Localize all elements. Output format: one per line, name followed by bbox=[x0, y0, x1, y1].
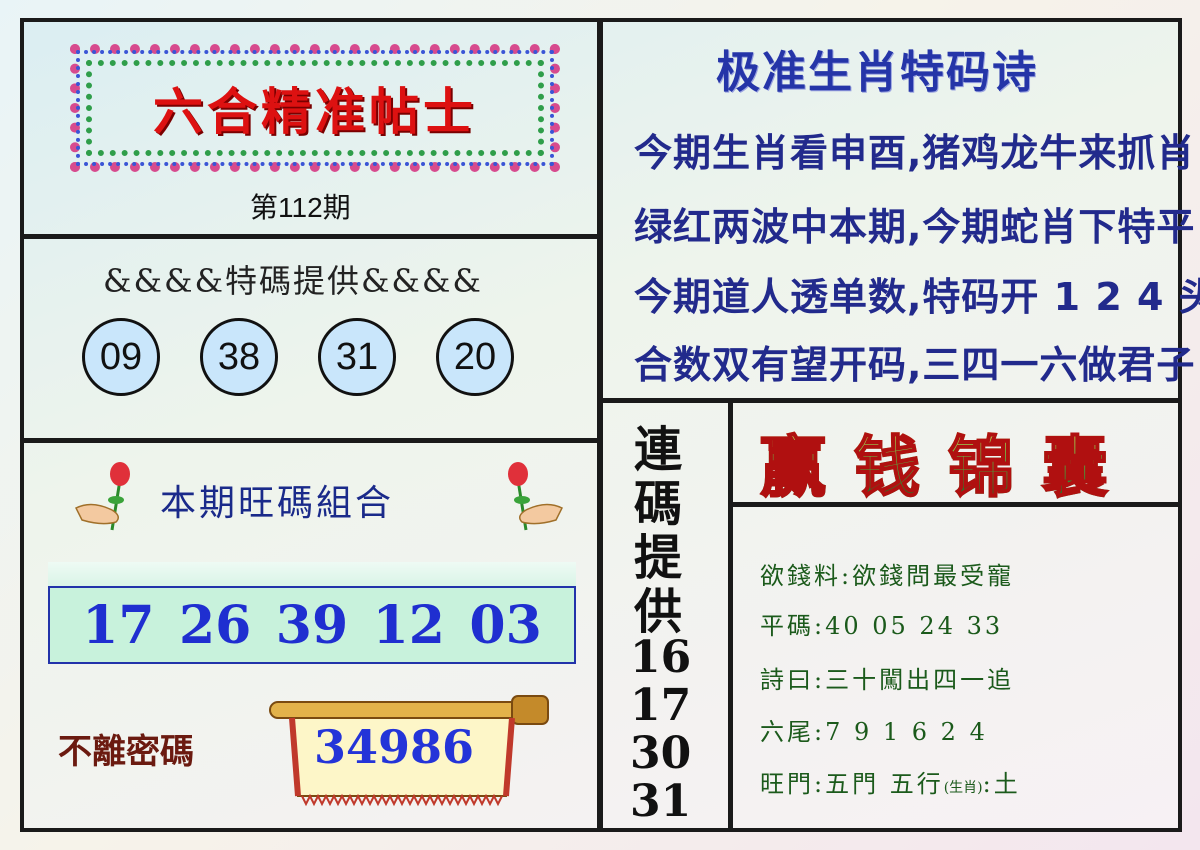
issue-number: 第112期 bbox=[250, 192, 351, 223]
jinnang-wangmen: 旺門:五門 五行 bbox=[760, 770, 944, 798]
lianma-number: 31 bbox=[630, 776, 692, 827]
combo-number: 03 bbox=[469, 594, 542, 656]
divider-right-2 bbox=[730, 502, 1182, 507]
poem-line: 合数双有望开码,三四一六做君子 bbox=[634, 343, 1196, 387]
poem-line: 今期生肖看申酉,猪鸡龙牛来抓肖 bbox=[634, 131, 1196, 175]
lianma-title-char: 提 bbox=[634, 530, 683, 586]
combo-number: 26 bbox=[179, 594, 252, 656]
divider-right-vertical bbox=[728, 398, 733, 832]
combo-number: 17 bbox=[82, 594, 155, 656]
jinnang-title: 赢钱锦囊 bbox=[759, 414, 1136, 510]
poem-line: 绿红两波中本期,今期蛇肖下特平 bbox=[634, 205, 1196, 249]
combo-title: 本期旺碼組合 bbox=[160, 483, 395, 524]
jinnang-line: 欲錢料:欲錢問最受寵 bbox=[760, 562, 1015, 590]
special-ball: 38 bbox=[200, 318, 278, 396]
scroll-banner-icon bbox=[269, 695, 549, 807]
lianma-title-char: 供 bbox=[634, 584, 683, 640]
lianma-number: 17 bbox=[630, 680, 692, 731]
lianma-number: 16 bbox=[630, 632, 692, 683]
special-ball: 20 bbox=[436, 318, 514, 396]
divider-right-1 bbox=[600, 398, 1182, 403]
title-decorative-border: 六合精准帖士 bbox=[70, 44, 560, 172]
jinnang-line-wuxing: 旺門:五門 五行(生肖):土 bbox=[760, 764, 1021, 799]
hand-flower-left-icon bbox=[74, 462, 130, 531]
divider-main-vertical bbox=[597, 18, 603, 832]
divider-left-1 bbox=[20, 234, 600, 239]
combo-number: 39 bbox=[275, 594, 349, 656]
poem-line: 今期道人透单数,特码开 1 2 4 头 bbox=[634, 275, 1200, 319]
hand-flower-right-icon bbox=[508, 462, 564, 531]
lianma-title-char: 碼 bbox=[634, 476, 683, 532]
main-title: 六合精准帖士 bbox=[153, 82, 477, 141]
special-ball: 09 bbox=[82, 318, 160, 396]
special-ball: 31 bbox=[318, 318, 396, 396]
jinnang-element: :土 bbox=[982, 770, 1021, 798]
poem-title: 极准生肖特码诗 bbox=[716, 47, 1038, 98]
secret-code-value: 34986 bbox=[314, 720, 475, 774]
jinnang-line: 六尾:7 9 1 6 2 4 bbox=[760, 718, 988, 746]
lianma-title-char: 連 bbox=[634, 422, 683, 478]
divider-left-2 bbox=[20, 438, 600, 443]
jinnang-line: 詩曰:三十闖出四一追 bbox=[760, 666, 1015, 694]
special-code-title: &&&&特碼提供&&&& bbox=[103, 262, 483, 300]
secret-code-label: 不離密碼 bbox=[58, 732, 194, 772]
jinnang-small-note: (生肖) bbox=[943, 780, 983, 796]
lianma-number: 30 bbox=[630, 728, 692, 779]
combo-bar-highlight bbox=[48, 562, 576, 588]
combo-number: 12 bbox=[372, 594, 445, 656]
jinnang-line: 平碼:40 05 24 33 bbox=[760, 612, 1004, 640]
combo-number-bar: 17 26 39 12 03 bbox=[48, 586, 576, 664]
